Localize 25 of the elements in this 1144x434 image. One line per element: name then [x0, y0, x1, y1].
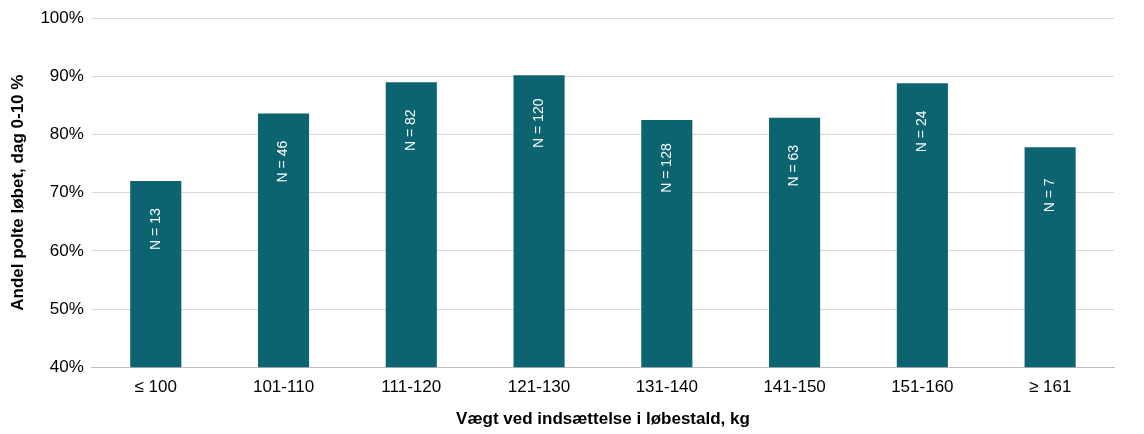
y-axis-title: Andel polte løbet, dag 0-10 %	[7, 74, 27, 311]
y-tick-label: 80%	[49, 124, 84, 144]
x-tick-label: ≥ 161	[1028, 377, 1072, 397]
annotation: N = 120	[529, 98, 546, 148]
annotation: N = 82	[402, 109, 419, 151]
x-tick-label: 101-110	[252, 377, 315, 397]
y-tick-label: 100%	[40, 7, 84, 27]
x-tick-label: ≤ 100	[134, 377, 177, 397]
annotation: N = 128	[657, 143, 674, 193]
annotation: N = 24	[913, 110, 930, 153]
annotation: N = 46	[274, 140, 291, 183]
y-tick-label: 60%	[49, 240, 84, 260]
y-tick-label: 40%	[49, 356, 84, 376]
x-tick-label: 131-140	[635, 377, 699, 397]
annotation: N = 63	[785, 144, 802, 187]
x-tick-label: 121-130	[507, 377, 571, 397]
x-axis-title: Vægt ved indsættelse i løbestald, kg	[456, 409, 750, 429]
y-tick-label: 50%	[49, 298, 84, 318]
x-tick-label: 111-120	[381, 377, 442, 397]
x-tick-label: 141-150	[763, 377, 826, 397]
annotation: N = 7	[1040, 178, 1057, 213]
x-tick-label: 151-160	[891, 377, 954, 397]
y-tick-label: 70%	[49, 182, 84, 202]
annotation: N = 13	[146, 208, 163, 250]
y-tick-label: 90%	[49, 66, 84, 86]
